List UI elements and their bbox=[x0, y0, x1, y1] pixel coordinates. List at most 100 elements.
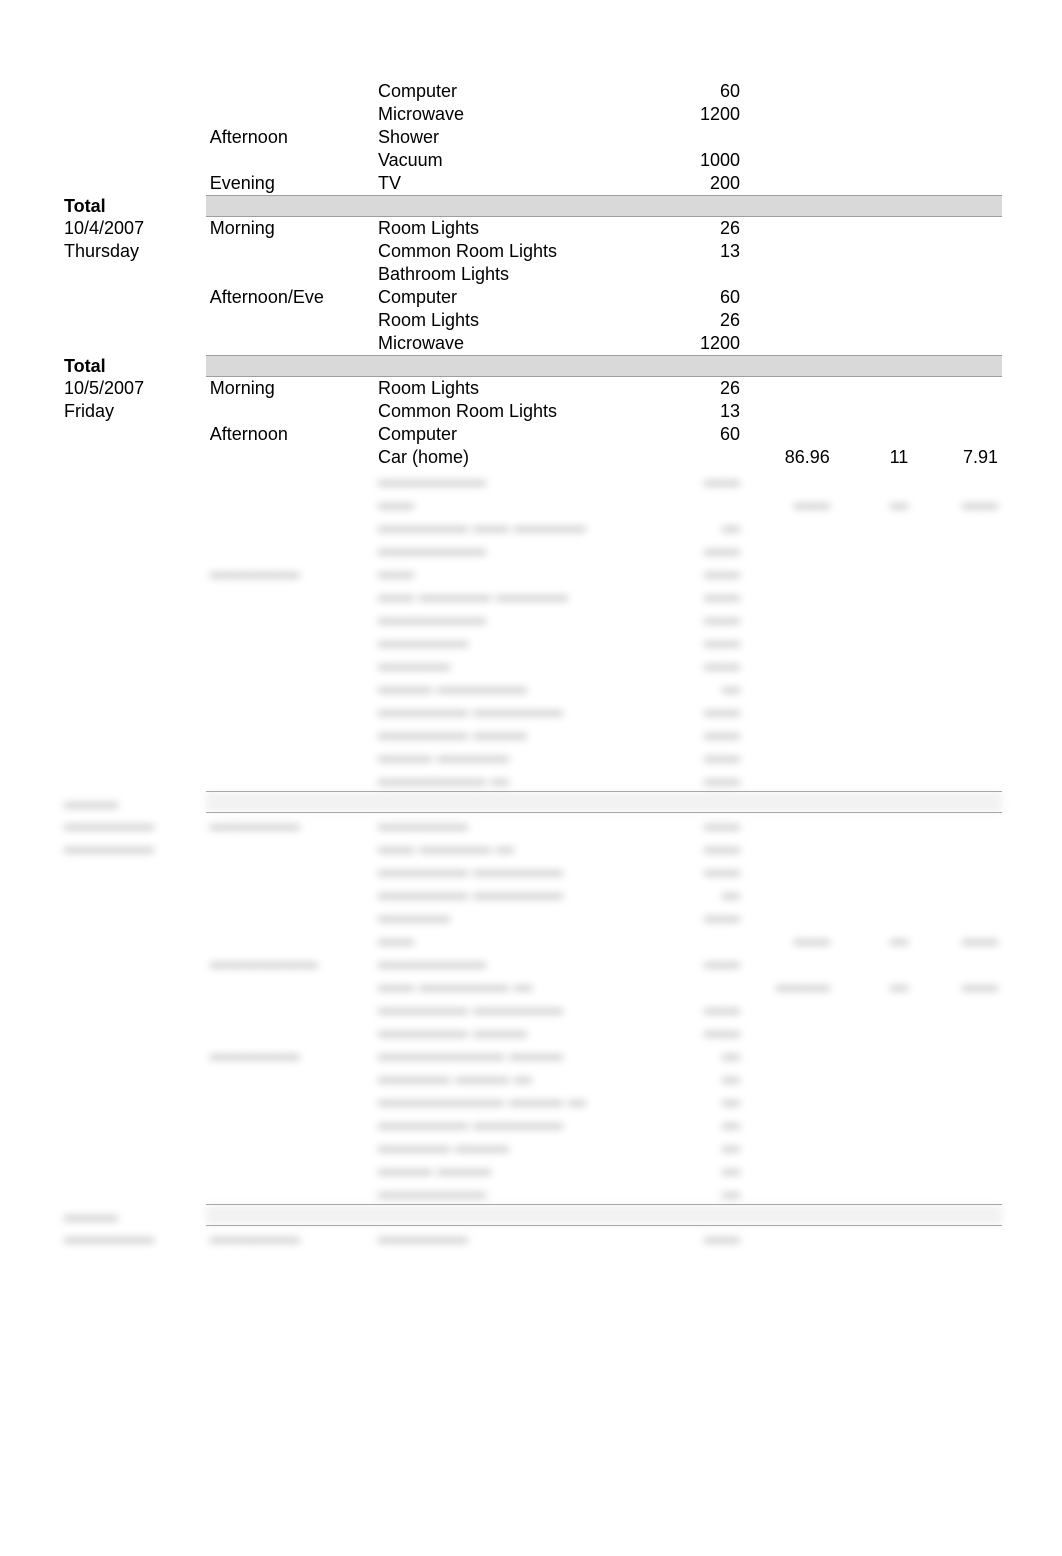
table-row: Vacuum1000 bbox=[60, 149, 1002, 172]
cell-col-c bbox=[912, 423, 1002, 446]
cell-period bbox=[206, 492, 374, 515]
cell-col-b: ▬ bbox=[834, 928, 913, 951]
total-sep bbox=[834, 356, 913, 377]
cell-period bbox=[206, 630, 374, 653]
cell-date bbox=[60, 768, 206, 792]
cell-value bbox=[643, 928, 744, 951]
cell-col-c bbox=[912, 309, 1002, 332]
cell-col-c bbox=[912, 1226, 1002, 1250]
table-row-blurred: ▬▬▬▬▬▬▬▬▬▬▬▬ ▬▬▬▬ bbox=[60, 1043, 1002, 1066]
cell-date bbox=[60, 905, 206, 928]
table-row-blurred: ▬▬▬▬▬▬▬ ▬▬▬ ▬▬ bbox=[60, 1089, 1002, 1112]
cell-item: Room Lights bbox=[374, 309, 643, 332]
cell-col-b bbox=[834, 676, 913, 699]
cell-item: Common Room Lights bbox=[374, 400, 643, 423]
cell-date bbox=[60, 928, 206, 951]
cell-col-b bbox=[834, 859, 913, 882]
cell-period: ▬▬▬▬▬ bbox=[206, 561, 374, 584]
cell-col-b bbox=[834, 1089, 913, 1112]
cell-item: ▬▬ ▬▬▬▬ ▬▬▬▬ bbox=[374, 584, 643, 607]
table-row: 10/5/2007MorningRoom Lights26 bbox=[60, 377, 1002, 401]
cell-col-c bbox=[912, 377, 1002, 401]
table-row-blurred: ▬▬▬▬▬▬▬▬ bbox=[60, 538, 1002, 561]
cell-col-b bbox=[834, 172, 913, 196]
cell-col-a bbox=[744, 561, 834, 584]
table-row-blurred: ▬▬▬▬▬ ▬▬▬▬▬ bbox=[60, 1020, 1002, 1043]
cell-item: ▬▬▬▬▬ ▬▬▬▬▬ bbox=[374, 1112, 643, 1135]
cell-col-b: ▬ bbox=[834, 974, 913, 997]
cell-item: ▬▬ bbox=[374, 561, 643, 584]
cell-value: ▬▬ bbox=[643, 607, 744, 630]
cell-value: 60 bbox=[643, 80, 744, 103]
cell-value: ▬▬ bbox=[643, 584, 744, 607]
cell-col-c bbox=[912, 1112, 1002, 1135]
total-sep bbox=[206, 196, 374, 217]
cell-col-a: 86.96 bbox=[744, 446, 834, 469]
table-row-blurred: ▬▬▬ ▬▬▬▬▬▬ bbox=[60, 676, 1002, 699]
cell-item: TV bbox=[374, 172, 643, 196]
cell-item: ▬▬▬▬▬ ▬▬▬ bbox=[374, 1020, 643, 1043]
cell-item: ▬▬ bbox=[374, 492, 643, 515]
cell-col-c bbox=[912, 607, 1002, 630]
cell-col-a bbox=[744, 309, 834, 332]
cell-period bbox=[206, 905, 374, 928]
total-label: ▬▬▬ bbox=[60, 1205, 206, 1226]
total-sep bbox=[643, 792, 744, 813]
cell-item: ▬▬▬▬ ▬▬▬ bbox=[374, 1135, 643, 1158]
cell-value bbox=[643, 492, 744, 515]
table-row-blurred: ▬▬▬▬▬▬▬ bbox=[60, 630, 1002, 653]
cell-date bbox=[60, 492, 206, 515]
cell-col-c bbox=[912, 745, 1002, 768]
cell-col-b bbox=[834, 768, 913, 792]
cell-date: Friday bbox=[60, 400, 206, 423]
cell-date bbox=[60, 859, 206, 882]
cell-period bbox=[206, 653, 374, 676]
table-row-blurred: ▬▬ ▬▬▬▬ ▬▬▬▬▬▬ bbox=[60, 584, 1002, 607]
cell-date bbox=[60, 676, 206, 699]
cell-period bbox=[206, 928, 374, 951]
cell-item: ▬▬▬ ▬▬▬ bbox=[374, 1158, 643, 1181]
cell-value: ▬▬ bbox=[643, 1226, 744, 1250]
table-row-blurred: ▬▬▬▬▬▬▬▬▬▬▬▬▬▬▬▬▬ bbox=[60, 1226, 1002, 1250]
table-row: Room Lights26 bbox=[60, 309, 1002, 332]
cell-item: ▬▬▬▬▬ ▬▬▬▬▬ bbox=[374, 997, 643, 1020]
cell-period: ▬▬▬▬▬ bbox=[206, 1043, 374, 1066]
cell-col-a bbox=[744, 1043, 834, 1066]
cell-period bbox=[206, 263, 374, 286]
cell-date bbox=[60, 951, 206, 974]
cell-date bbox=[60, 561, 206, 584]
table-row-blurred: ▬▬▬▬▬ ▬▬▬▬▬▬▬ bbox=[60, 859, 1002, 882]
cell-date bbox=[60, 126, 206, 149]
cell-period bbox=[206, 309, 374, 332]
table-row-blurred: ▬▬▬ ▬▬▬▬ bbox=[60, 1158, 1002, 1181]
cell-date: ▬▬▬▬▬ bbox=[60, 1226, 206, 1250]
cell-col-b bbox=[834, 561, 913, 584]
cell-col-a bbox=[744, 1112, 834, 1135]
cell-col-a bbox=[744, 745, 834, 768]
total-sep bbox=[744, 196, 834, 217]
cell-value: 13 bbox=[643, 240, 744, 263]
total-sep bbox=[643, 356, 744, 377]
cell-col-b bbox=[834, 469, 913, 492]
cell-col-b bbox=[834, 653, 913, 676]
cell-col-b bbox=[834, 699, 913, 722]
table-row-blurred: ▬▬▬▬▬▬▬ bbox=[60, 492, 1002, 515]
cell-period bbox=[206, 722, 374, 745]
cell-date bbox=[60, 469, 206, 492]
cell-col-b bbox=[834, 515, 913, 538]
cell-col-c bbox=[912, 1158, 1002, 1181]
total-sep bbox=[206, 1205, 374, 1226]
cell-value: ▬▬ bbox=[643, 561, 744, 584]
cell-col-a bbox=[744, 905, 834, 928]
cell-item: ▬▬▬▬▬ bbox=[374, 1226, 643, 1250]
cell-col-b: 11 bbox=[834, 446, 913, 469]
table-row: AfternoonComputer60 bbox=[60, 423, 1002, 446]
cell-col-c bbox=[912, 951, 1002, 974]
table-row-blurred: ▬▬▬▬▬ ▬▬▬▬▬▬ bbox=[60, 882, 1002, 905]
cell-date bbox=[60, 974, 206, 997]
table-row-blurred: ▬▬ ▬▬▬▬▬ ▬▬▬▬▬▬▬ bbox=[60, 974, 1002, 997]
cell-col-b bbox=[834, 263, 913, 286]
total-sep bbox=[374, 196, 643, 217]
cell-col-c bbox=[912, 584, 1002, 607]
cell-date bbox=[60, 997, 206, 1020]
